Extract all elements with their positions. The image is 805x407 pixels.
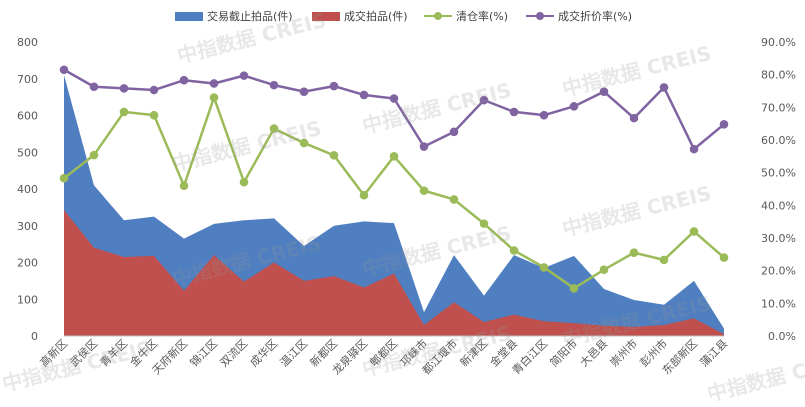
series-green-point xyxy=(59,173,69,183)
series-purple-point xyxy=(689,144,699,154)
series-purple-point xyxy=(329,81,339,91)
series-purple-point xyxy=(209,79,219,88)
right-axis-tick-label: 20.0% xyxy=(761,265,796,278)
series-area-red xyxy=(64,209,724,336)
series-green-point xyxy=(419,186,429,195)
series-green-point xyxy=(569,284,579,293)
series-green-point xyxy=(239,177,249,187)
series-purple-point xyxy=(299,87,309,96)
series-green-point xyxy=(89,150,99,160)
legend-item-blue-area: 交易截止拍品(件) xyxy=(175,8,293,24)
legend-label-purple: 成交折价率(%) xyxy=(558,10,633,23)
series-purple-point xyxy=(89,82,99,92)
series-green-point xyxy=(599,265,609,274)
legend-label-green: 清仓率(%) xyxy=(456,10,509,23)
series-purple-point xyxy=(569,102,579,111)
x-axis-category-label: 成华区 xyxy=(247,336,280,369)
x-axis-category-label: 新津区 xyxy=(457,336,490,369)
legend-label-blue: 交易截止拍品(件) xyxy=(207,10,293,23)
left-axis-tick-label: 800 xyxy=(17,36,38,49)
legend-swatch-red xyxy=(312,12,340,21)
series-green-point xyxy=(449,195,459,204)
legend-label-red: 成交拍品(件) xyxy=(344,10,408,23)
legend-swatch-blue xyxy=(175,12,203,21)
series-purple-point xyxy=(479,95,489,105)
right-axis-tick-label: 30.0% xyxy=(761,232,796,245)
series-green-point xyxy=(329,151,339,160)
series-green-point xyxy=(209,93,219,102)
legend-swatch-green xyxy=(424,10,452,22)
series-purple-point xyxy=(719,120,729,129)
series-green-point xyxy=(659,255,669,265)
series-purple-point xyxy=(179,75,189,85)
left-axis-tick-label: 700 xyxy=(17,73,38,86)
series-purple-point xyxy=(599,87,609,96)
x-axis-category-label: 温江区 xyxy=(278,337,311,370)
left-axis-tick-label: 200 xyxy=(17,257,38,270)
x-axis-category-label: 青羊区 xyxy=(97,336,130,369)
series-purple-point xyxy=(149,85,159,95)
series-purple-point xyxy=(119,84,129,93)
chart-legend: 交易截止拍品(件) 成交拍品(件) 清仓率(%) 成交折价率(%) xyxy=(0,8,805,28)
series-purple-point xyxy=(659,83,669,92)
series-purple-point xyxy=(59,65,69,75)
left-axis-tick-label: 400 xyxy=(17,183,38,196)
series-green-point xyxy=(629,248,639,257)
x-axis-category-label: 郫都区 xyxy=(367,336,400,369)
right-axis-tick-label: 40.0% xyxy=(761,199,796,212)
right-axis-tick-label: 60.0% xyxy=(761,134,796,147)
series-purple-point xyxy=(629,113,639,123)
series-green-point xyxy=(299,138,309,148)
left-axis-tick-label: 300 xyxy=(17,220,38,233)
x-axis-category-label: 武侯区 xyxy=(67,336,100,369)
left-axis-tick-label: 100 xyxy=(17,293,38,306)
series-purple-point xyxy=(419,142,429,151)
right-axis-tick-label: 0.0% xyxy=(768,330,796,343)
series-green-point xyxy=(389,152,399,161)
series-green-point xyxy=(359,190,369,200)
right-axis-tick-label: 10.0% xyxy=(761,297,796,310)
right-axis-tick-label: 70.0% xyxy=(761,101,796,114)
legend-item-green-line: 清仓率(%) xyxy=(424,8,508,24)
x-axis-category-label: 崇州市 xyxy=(607,336,640,369)
series-green-point xyxy=(479,219,489,228)
x-axis-category-label: 双流区 xyxy=(217,336,250,369)
right-axis-tick-label: 90.0% xyxy=(761,36,796,49)
series-green-point xyxy=(719,253,729,262)
left-axis-tick-label: 600 xyxy=(17,110,38,123)
series-purple-point xyxy=(449,127,459,137)
series-purple-point xyxy=(359,90,369,100)
legend-item-purple-line: 成交折价率(%) xyxy=(526,8,632,24)
legend-swatch-purple xyxy=(526,10,554,22)
left-axis-tick-label: 0 xyxy=(31,330,38,343)
right-axis-tick-label: 80.0% xyxy=(761,69,796,82)
series-green-point xyxy=(269,124,279,133)
series-green-point xyxy=(179,181,189,191)
series-purple-point xyxy=(269,80,279,90)
x-axis-category-label: 锦江区 xyxy=(187,336,220,369)
series-purple-point xyxy=(539,110,549,120)
legend-item-red-area: 成交拍品(件) xyxy=(312,8,408,24)
x-axis-category-label: 蒲江县 xyxy=(697,336,730,369)
series-purple-point xyxy=(509,107,519,117)
series-purple-point xyxy=(239,71,249,80)
right-axis-tick-label: 50.0% xyxy=(761,167,796,180)
series-green-point xyxy=(689,227,699,236)
series-green-point xyxy=(119,107,129,117)
x-axis-category-label: 高新区 xyxy=(37,336,70,369)
series-purple-point xyxy=(389,94,399,103)
series-green-point xyxy=(149,110,159,120)
x-axis-category-label: 大邑县 xyxy=(577,336,610,369)
series-green-point xyxy=(509,246,519,255)
x-axis-category-label: 简阳市 xyxy=(547,336,580,369)
left-axis-tick-label: 500 xyxy=(17,146,38,159)
series-green-point xyxy=(539,263,549,272)
